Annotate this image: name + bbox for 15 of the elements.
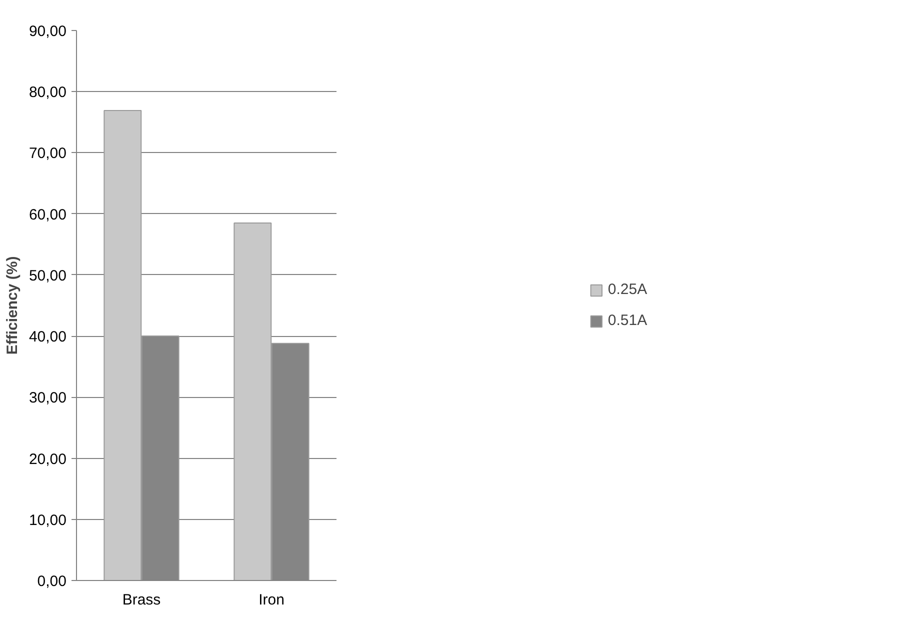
y-tick-label: 50,00 (28, 267, 67, 284)
legend-label: 0.51A (608, 312, 648, 329)
y-tick-label: 0,00 (37, 573, 67, 590)
y-axis-title: Efficiency (%) (4, 256, 21, 355)
y-tick-label: 90,00 (28, 23, 67, 40)
x-tick-label: Iron (258, 592, 284, 608)
legend-label: 0.25A (608, 281, 648, 298)
y-tick-label: 20,00 (28, 450, 67, 468)
y-tick-label: 80,00 (28, 84, 67, 102)
y-tick-label: 60,00 (28, 206, 67, 224)
y-tick-label: 10,00 (28, 512, 67, 529)
y-tick-label: 30,00 (28, 390, 67, 407)
x-tick-label: Brass (122, 592, 161, 608)
y-tick-label: 40,00 (28, 328, 67, 346)
y-tick-label: 70,00 (28, 145, 67, 162)
